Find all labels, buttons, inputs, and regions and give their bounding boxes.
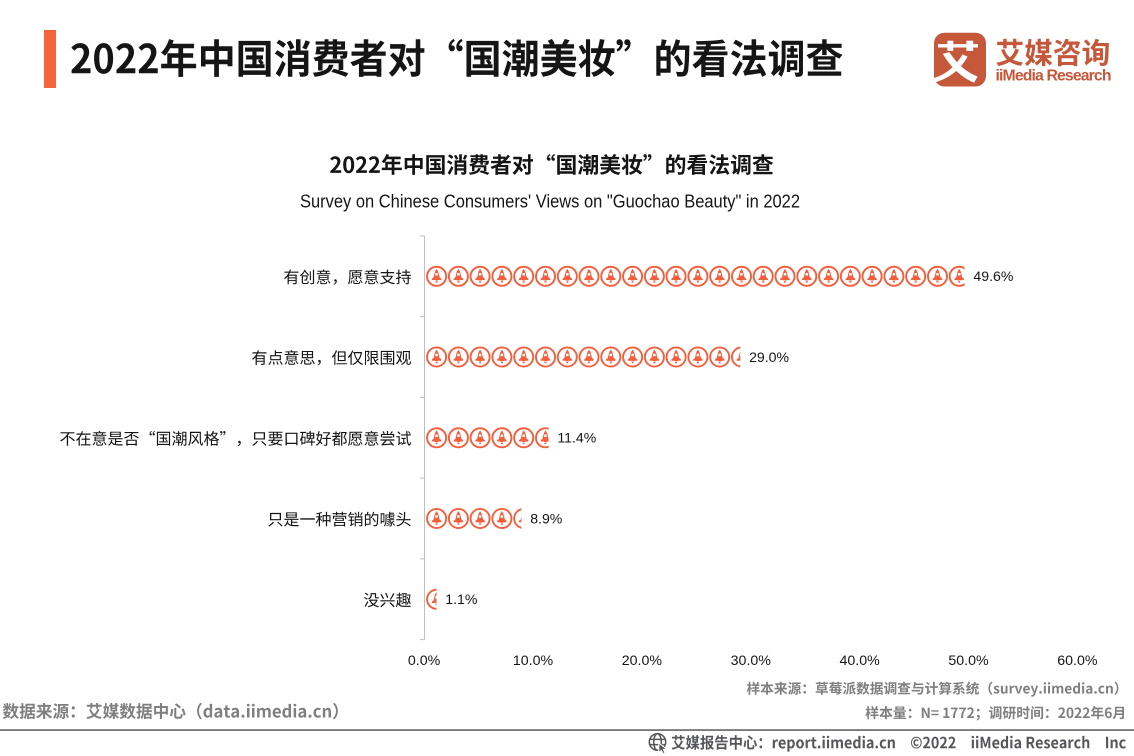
- svg-text:29.0%: 29.0%: [749, 349, 789, 365]
- svg-text:50.0%: 50.0%: [948, 653, 989, 669]
- svg-text:iiMedia Research: iiMedia Research: [996, 67, 1112, 84]
- svg-text:11.4%: 11.4%: [557, 430, 596, 446]
- svg-text:20.0%: 20.0%: [622, 653, 663, 669]
- svg-text:1.1%: 1.1%: [445, 591, 478, 607]
- svg-text:0.0%: 0.0%: [408, 653, 441, 669]
- svg-text:Survey on Chinese Consumers' V: Survey on Chinese Consumers' Views on "G…: [300, 190, 800, 211]
- svg-text:60.0%: 60.0%: [1057, 653, 1098, 669]
- svg-text:10.0%: 10.0%: [513, 653, 554, 669]
- svg-text:40.0%: 40.0%: [839, 653, 880, 669]
- svg-text:30.0%: 30.0%: [731, 653, 772, 669]
- svg-text:49.6%: 49.6%: [973, 268, 1013, 284]
- svg-text:8.9%: 8.9%: [530, 510, 563, 526]
